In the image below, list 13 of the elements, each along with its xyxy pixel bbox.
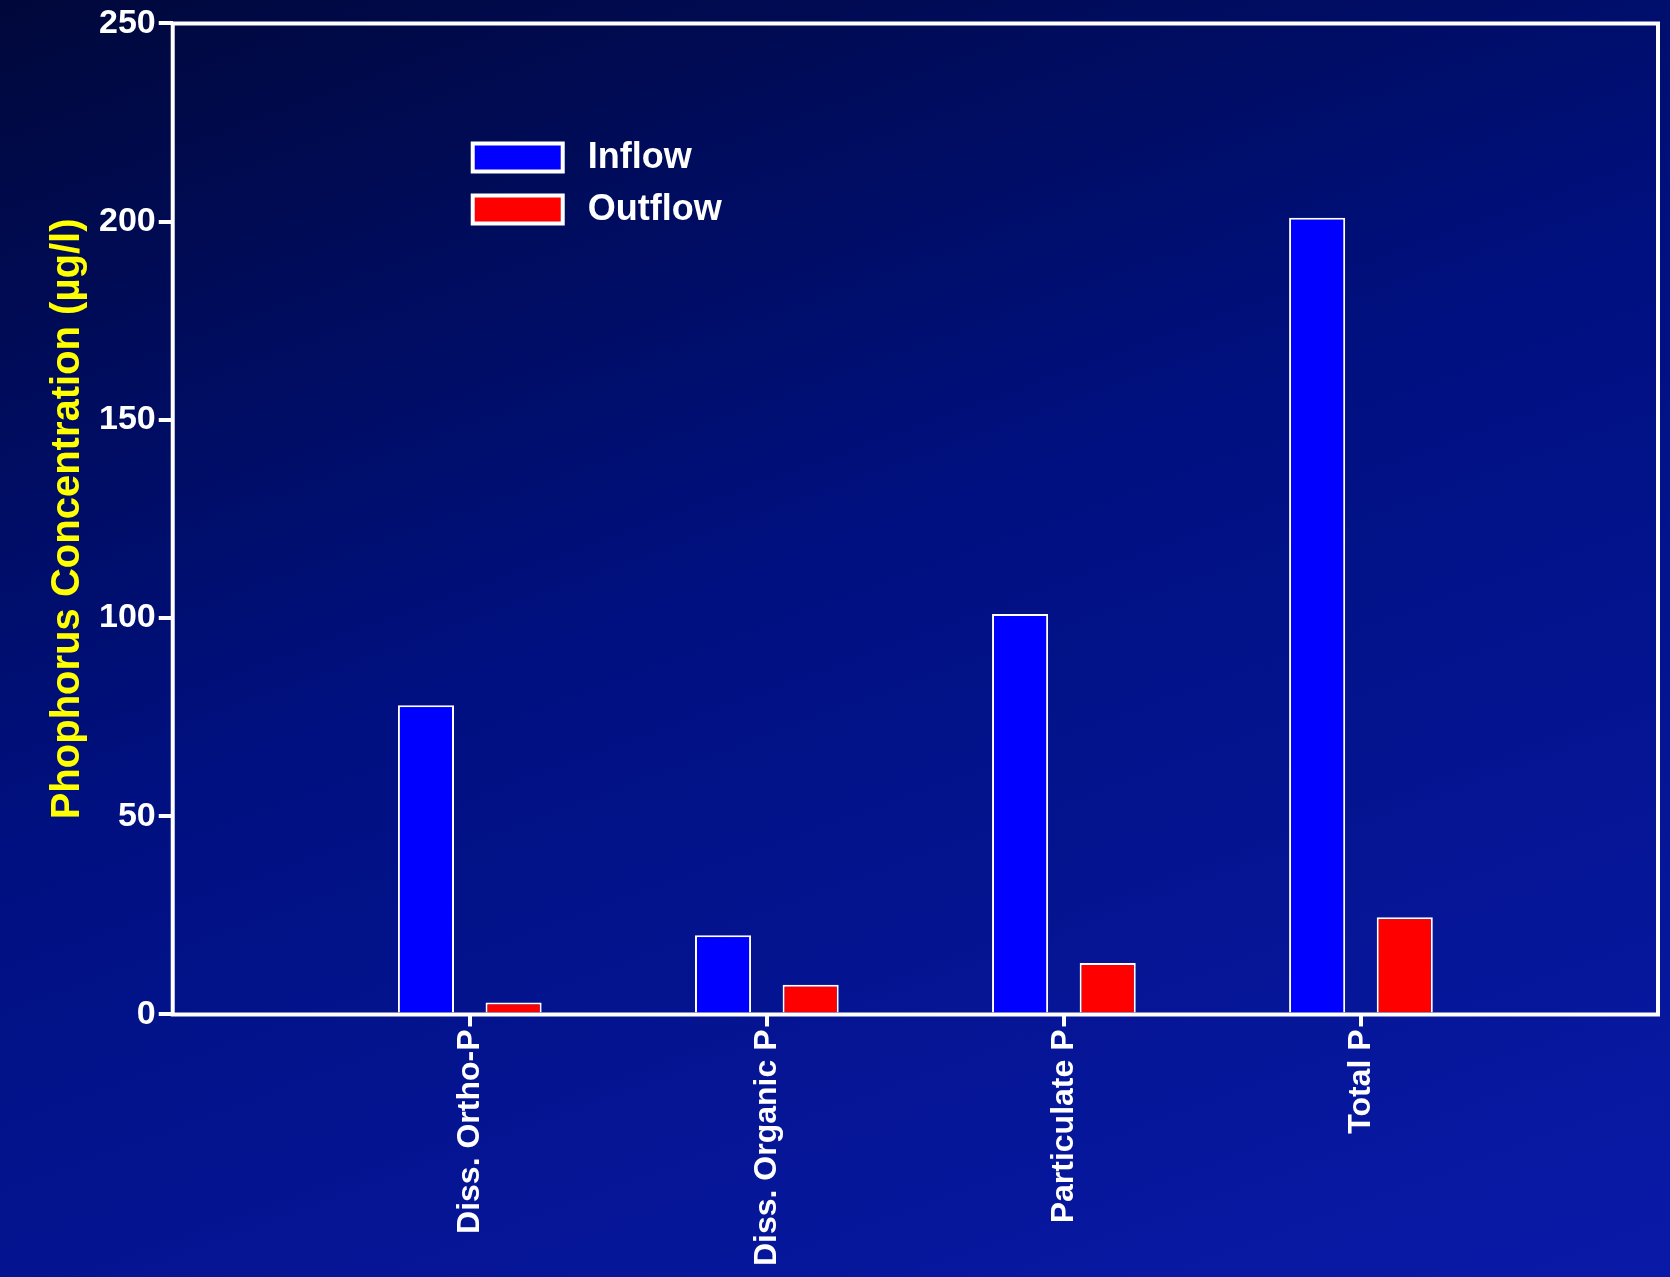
y-tick-label: 250 — [98, 1, 156, 40]
x-tick-label: Diss. Organic P — [746, 1029, 783, 1266]
y-tick-label: 0 — [136, 992, 156, 1031]
legend-label: Inflow — [587, 135, 693, 177]
x-tick-label: Diss. Ortho-P — [449, 1029, 486, 1234]
y-tick-label: 200 — [98, 199, 156, 238]
y-axis-title: Phophorus Concentration (µg/l) — [43, 218, 88, 820]
y-tick-label: 50 — [117, 794, 156, 833]
x-tick-label: Total P — [1340, 1029, 1377, 1134]
x-tick-label: Particulate P — [1043, 1029, 1080, 1224]
legend-label: Outflow — [587, 187, 723, 229]
y-tick-label: 150 — [98, 398, 156, 437]
y-tick-label: 100 — [98, 596, 156, 635]
